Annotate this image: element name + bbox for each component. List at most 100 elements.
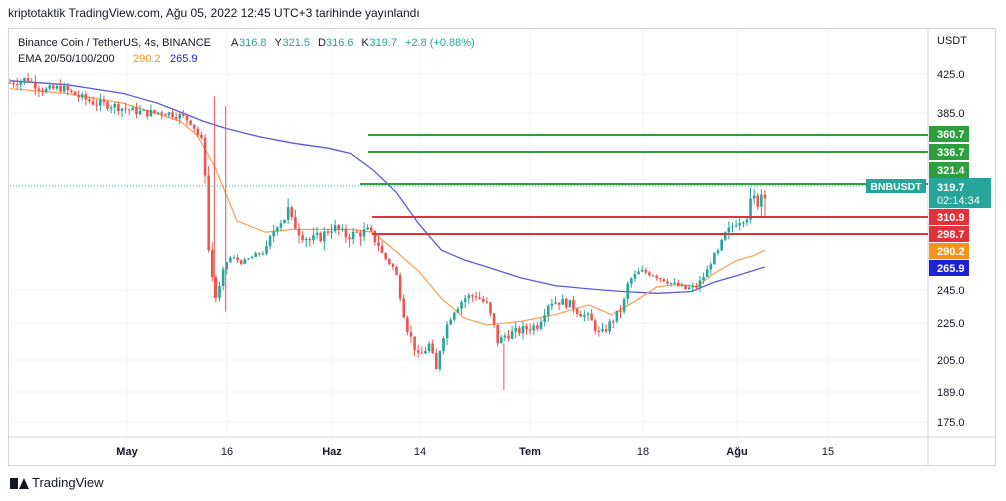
level-badge: 321.4: [937, 165, 965, 177]
price-tick-label: 225.0: [937, 318, 965, 330]
candle-body: [503, 335, 507, 338]
candle-body: [756, 195, 760, 207]
candle-body: [261, 253, 265, 255]
candle-body: [80, 94, 84, 98]
candle-body: [633, 274, 637, 279]
candle-body: [651, 275, 655, 277]
candle-body: [229, 257, 232, 262]
price-axis[interactable]: USDT 425.0 385.0 245.0 225.0 205.0 189.0 175.0: [937, 35, 967, 429]
candle-body: [388, 259, 391, 264]
level-badge-bg: [929, 209, 969, 225]
candle-body: [351, 231, 355, 240]
footer-brand: TradingView: [32, 475, 104, 490]
last-price-badge-bg: [929, 178, 991, 208]
countdown-label: 02:14:34: [937, 195, 980, 207]
candle-body: [272, 231, 276, 237]
candle-body: [26, 78, 30, 82]
indicator-line: EMA 20/50/100/200: [18, 53, 115, 65]
candle-body: [702, 276, 705, 281]
candle-body: [196, 128, 200, 135]
candle-body: [713, 253, 716, 265]
time-axis[interactable]: May 16 Haz 14 Tem 18 Ağu 15: [116, 446, 834, 458]
candle-body: [655, 275, 658, 279]
candle-body: [677, 282, 680, 287]
candle-body: [344, 228, 348, 238]
candle-body: [572, 299, 575, 309]
price-tick-label: 385.0: [937, 108, 965, 120]
candle-body: [91, 101, 95, 105]
symbol-line: Binance Coin / TetherUS, 4s, BINANCE: [18, 37, 211, 49]
candle-body: [518, 327, 521, 334]
candle-body: [164, 114, 167, 116]
candle-body: [330, 231, 333, 233]
price-tick-label: 245.0: [937, 285, 965, 297]
candle-body: [254, 253, 257, 257]
candle-body: [561, 298, 565, 305]
candle-body: [326, 231, 330, 233]
candle-body: [12, 82, 15, 85]
candle-body: [684, 285, 687, 290]
candle-body: [727, 227, 731, 233]
candle-body: [182, 113, 185, 116]
candle-body: [528, 329, 532, 331]
candle-body: [279, 223, 283, 228]
candle-body: [434, 353, 438, 370]
candle-body: [626, 283, 630, 299]
candle-body: [687, 287, 691, 290]
candle-body: [189, 120, 192, 125]
price-badges: 360.7 336.7 321.4 319.702:14:34 BNBUSDT 310.9…: [866, 126, 991, 276]
candle-body: [77, 95, 80, 98]
candle-body: [395, 267, 398, 275]
ema-badge-bg: [929, 243, 969, 259]
candle-body: [160, 112, 164, 115]
candle-body: [33, 81, 37, 89]
ohlc-key: K: [362, 37, 370, 49]
candle-body: [579, 314, 583, 317]
candle-body: [745, 219, 749, 223]
candle-body: [499, 337, 503, 344]
candle-body: [648, 272, 651, 276]
candle-body: [243, 259, 247, 264]
candle-body: [698, 280, 702, 288]
candle-body: [442, 338, 445, 351]
candle-body: [210, 250, 214, 278]
candle-body: [525, 326, 528, 330]
candle-body: [590, 313, 593, 321]
candle-body: [521, 326, 525, 334]
candle-body: [463, 298, 467, 303]
ohlc-value: 321.5: [283, 37, 311, 49]
time-tick-label: Ağu: [726, 446, 747, 458]
candle-body: [720, 239, 723, 251]
candle-body: [565, 298, 568, 308]
candle-body: [416, 350, 420, 353]
candle-body: [536, 325, 539, 329]
candle-body: [127, 109, 131, 111]
last-price-badge: 319.7: [937, 182, 965, 194]
candle-body: [402, 298, 406, 318]
candle-body: [413, 336, 416, 351]
price-tick-label: 205.0: [937, 355, 965, 367]
candle-body: [409, 332, 413, 337]
candle-body: [362, 229, 366, 237]
candle-body: [622, 298, 626, 312]
candle-body: [341, 228, 344, 230]
candle-body: [644, 269, 648, 273]
candle-body: [265, 246, 268, 254]
candle-body: [507, 335, 510, 339]
candle-body: [424, 351, 427, 354]
candle-body: [734, 225, 738, 227]
candle-body: [232, 257, 236, 259]
candle-body: [290, 207, 294, 218]
candle-body: [489, 302, 492, 314]
candle-body: [221, 269, 225, 286]
candle-body: [167, 112, 171, 116]
candle-body: [174, 117, 178, 119]
candle-body: [203, 137, 207, 176]
ohlc-value: 316.6: [326, 37, 354, 49]
candle-body: [8, 82, 12, 84]
candle-body: [178, 113, 182, 119]
candle-body: [109, 107, 113, 109]
candle-body: [554, 302, 557, 304]
candle-body: [731, 226, 734, 228]
